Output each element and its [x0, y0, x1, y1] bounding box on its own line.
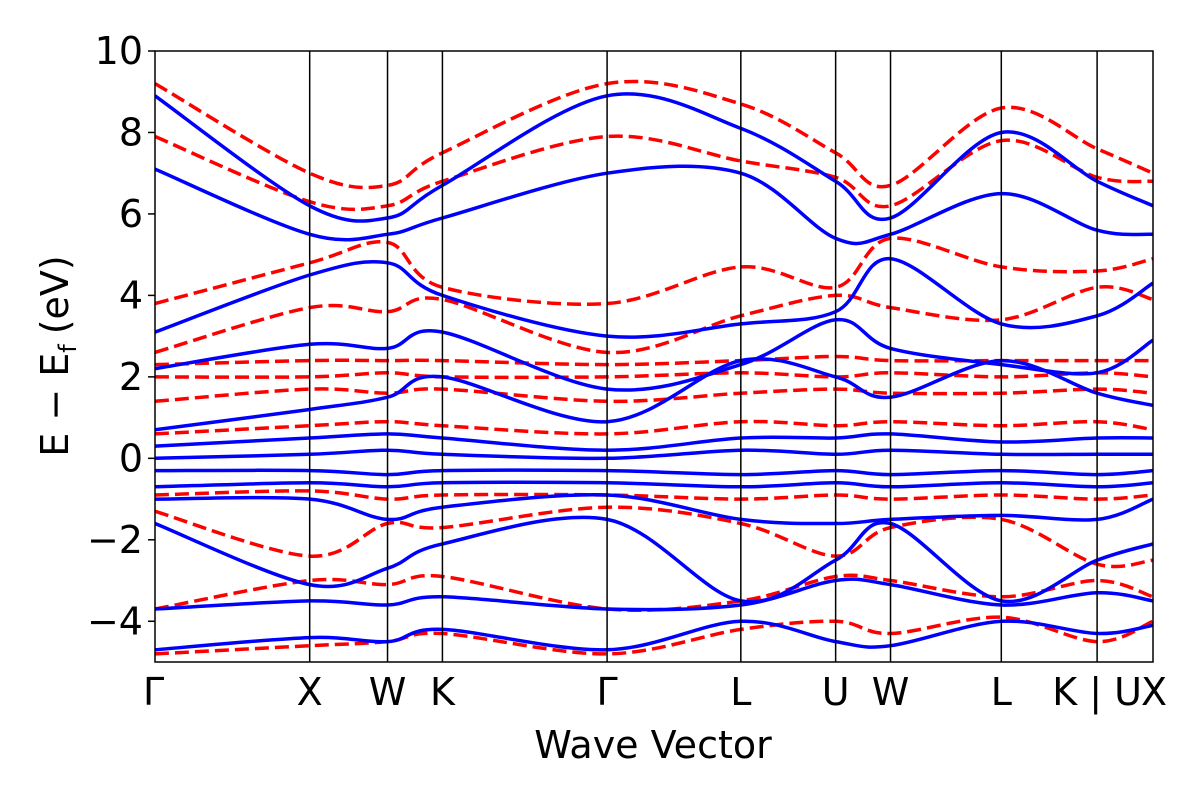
y-tick-label-6: −2: [87, 518, 143, 562]
solid-band-0: [155, 92, 1153, 223]
solid-band-10: [155, 515, 1153, 604]
solid-band-9: [155, 492, 1153, 526]
x-tick-label-5: L: [730, 670, 751, 714]
x-axis-label: Wave Vector: [534, 723, 772, 767]
y-tick-label-7: −4: [87, 599, 143, 643]
y-axis-label-subscript: f: [54, 344, 82, 353]
y-tick-label-2: 6: [119, 192, 143, 236]
y-tick-label-1: 8: [119, 110, 143, 154]
x-tick-label-1: X: [297, 670, 323, 714]
y-tick-label-5: 0: [119, 436, 143, 480]
plot-area: [155, 79, 1153, 656]
x-tick-label-2: W: [369, 670, 407, 714]
dashed-band-2: [155, 236, 1153, 306]
plot-frame: [154, 50, 1154, 663]
x-tick-label-6: U: [822, 670, 850, 714]
solid-series: [155, 92, 1153, 652]
solid-band-2: [155, 256, 1153, 339]
solid-band-12: [155, 619, 1153, 652]
dashed-band-7: [155, 419, 1153, 436]
solid-band-7: [155, 468, 1153, 477]
y-tick-label-0: 10: [95, 29, 143, 73]
dashed-band-0: [155, 79, 1153, 190]
dashed-band-11: [155, 615, 1153, 656]
x-tick-label-3: K: [430, 670, 456, 714]
y-axis-label-main: E − E: [33, 353, 77, 457]
x-tick-label-0: Γ: [143, 670, 164, 714]
y-axis-label: E − Ef (eV): [33, 255, 82, 457]
y-axis-label-unit: (eV): [33, 255, 77, 334]
solid-band-8: [155, 480, 1153, 489]
solid-band-1: [155, 164, 1153, 246]
dashed-band-1: [155, 134, 1153, 212]
x-tick-label-7: W: [872, 670, 910, 714]
x-tick-label-4: Γ: [597, 670, 618, 714]
solid-band-3: [155, 318, 1153, 392]
solid-band-11: [155, 577, 1153, 612]
dashed-band-5: [155, 371, 1153, 380]
y-tick-label-4: 2: [119, 355, 143, 399]
high-symmetry-lines: [308, 51, 1098, 662]
solid-band-4: [155, 357, 1153, 432]
solid-band-6: [155, 448, 1153, 461]
dashed-band-8: [155, 489, 1153, 501]
dashed-band-9: [155, 505, 1153, 569]
x-tick-label-8: L: [991, 670, 1012, 714]
x-tick-label-9: K | U: [1052, 670, 1142, 715]
solid-band-5: [155, 432, 1153, 452]
x-tick-label-10: X: [1141, 670, 1167, 714]
dashed-band-3: [155, 285, 1153, 355]
y-axis-ticks: 10 8 6 4 2 0 −2 −4: [87, 29, 155, 643]
y-tick-label-3: 4: [119, 273, 143, 317]
dashed-band-6: [155, 387, 1153, 404]
